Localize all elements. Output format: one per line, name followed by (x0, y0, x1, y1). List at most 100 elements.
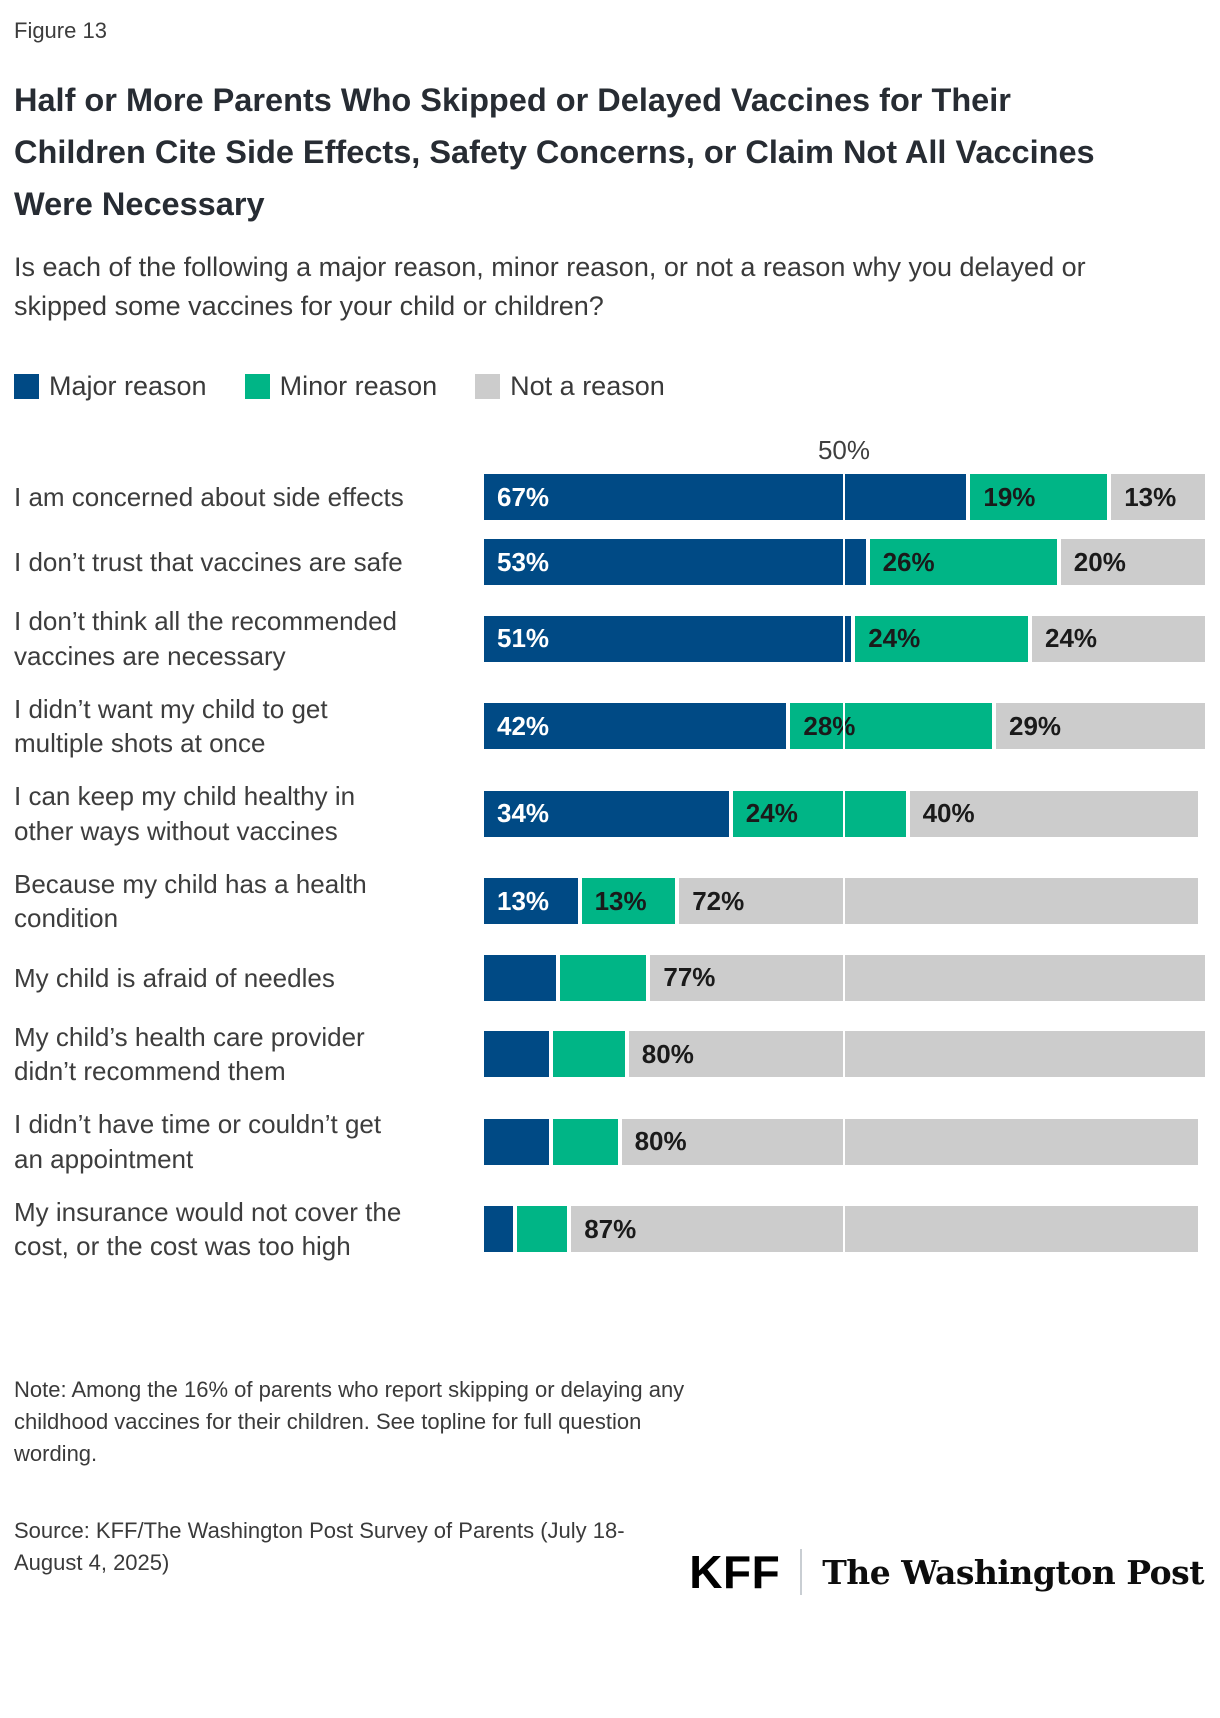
bar-segment-major: 34% (484, 790, 729, 837)
value-label: 67% (497, 481, 550, 512)
chart-row: My child’s health care provider didn’t r… (14, 1020, 1205, 1089)
category-label: My child’s health care provider didn’t r… (14, 1021, 365, 1087)
value-label: 80% (641, 1038, 694, 1069)
bar-segment-none: 24% (1031, 615, 1205, 662)
value-label: 24% (868, 623, 921, 654)
value-label: 80% (634, 1126, 687, 1157)
bar-segment-none: 13% (1111, 474, 1205, 521)
category-label: Because my child has a health condition (14, 869, 367, 934)
value-label: 53% (497, 546, 550, 577)
bar-segment-none: 40% (909, 790, 1198, 837)
bar-segment-none: 77% (650, 954, 1205, 1001)
bar-segment-none: 80% (628, 1031, 1205, 1078)
gridline-50-percent (843, 703, 845, 750)
bar-segment-minor (560, 954, 647, 1001)
bar-segment-major (484, 1118, 549, 1165)
value-label: 51% (497, 623, 550, 654)
legend-label-major: Major reason (49, 371, 207, 402)
value-label: 19% (983, 481, 1036, 512)
legend-item-minor-reason: Minor reason (244, 371, 437, 402)
chart-row: Because my child has a health condition 1… (14, 867, 1204, 936)
bar-segment-major: 51% (484, 615, 852, 662)
logos: KFF The Washington Post (689, 1545, 1204, 1601)
gridline-50-percent (843, 878, 845, 925)
stacked-bar: 67% 19% 13% (484, 474, 1205, 521)
bar-segment-major: 42% (484, 703, 787, 750)
value-label: 77% (663, 962, 716, 993)
legend-item-major-reason: Major reason (14, 371, 207, 402)
value-label: 34% (497, 798, 550, 829)
category-label: I didn’t have time or couldn’t get an ap… (14, 1109, 382, 1174)
legend-item-not-a-reason: Not a reason (475, 371, 665, 402)
stacked-bar: 51% 24% 24% (484, 615, 1205, 662)
chart-row: I can keep my child healthy in other way… (14, 779, 1204, 848)
stacked-bar: 42% 28% 29% (484, 703, 1205, 750)
axis-tick-50-label: 50% (817, 435, 871, 466)
gridline-50-percent (843, 1031, 845, 1078)
chart-row: I am concerned about side effects 67% 19% 1… (14, 474, 1205, 521)
value-label: 29% (1008, 710, 1062, 741)
value-label: 72% (692, 885, 745, 916)
value-label: 13% (1124, 481, 1177, 512)
stacked-bar: 53% 26% 20% (484, 539, 1205, 586)
category-label: I am concerned about side effects (14, 482, 404, 513)
bar-segment-minor (516, 1206, 568, 1253)
bar-segment-major: 67% (484, 474, 967, 521)
stacked-bar: 80% (484, 1118, 1204, 1165)
figure-number: Figure 13 (14, 18, 107, 43)
value-label: 20% (1073, 546, 1126, 577)
washington-post-logo: The Washington Post (822, 1552, 1204, 1592)
category-label: My insurance would not cover the cost, o… (14, 1196, 402, 1262)
value-label: 24% (745, 798, 798, 829)
bar-rows: I am concerned about side effects 67% 19% 1… (14, 474, 1205, 1263)
legend-label-none: Not a reason (510, 371, 665, 402)
gridline-50-percent (843, 1206, 845, 1253)
kff-logo: KFF (689, 1546, 781, 1599)
value-label: 87% (584, 1213, 637, 1244)
value-label: 42% (497, 710, 550, 741)
chart-row: I didn’t have time or couldn’t get an ap… (14, 1107, 1204, 1176)
bar-segment-none: 20% (1060, 539, 1205, 586)
source-row: Source: KFF/The Washington Post Survey o… (14, 1493, 1204, 1602)
stacked-bar: 77% (484, 954, 1205, 1001)
legend-swatch-none-icon (475, 374, 501, 400)
bar-segment-minor: 13% (581, 878, 676, 925)
legend-swatch-minor-icon (244, 374, 270, 400)
footnote: Note: Among the 16% of parents who repor… (14, 1376, 685, 1467)
bar-segment-minor (552, 1118, 618, 1165)
category-label: I can keep my child healthy in other way… (14, 781, 356, 846)
category-label: My child is afraid of needles (14, 962, 335, 993)
figure-page: Figure 13 Half or More Parents Who Skipp… (14, 18, 1205, 1602)
value-label: 24% (1044, 623, 1098, 654)
stacked-bar-chart: 50% I am concerned about side effects 67%… (14, 428, 1205, 1263)
gridline-50-percent (843, 474, 845, 521)
bar-segment-major: 53% (484, 539, 866, 586)
bar-segment-minor (552, 1031, 625, 1078)
bar-segment-minor: 24% (732, 790, 906, 837)
bar-segment-minor: 26% (869, 539, 1057, 586)
bar-segment-none: 72% (679, 878, 1198, 925)
category-label: I don’t trust that vaccines are safe (14, 547, 403, 578)
category-label: I don’t think all the recommended vaccin… (14, 606, 397, 671)
bar-segment-none: 29% (995, 703, 1205, 750)
value-label: 13% (497, 885, 550, 916)
bar-segment-major (484, 1206, 513, 1253)
legend-swatch-major-icon (14, 374, 39, 400)
value-label: 40% (922, 798, 975, 829)
gridline-50-percent (843, 539, 845, 586)
bar-segment-minor: 24% (855, 615, 1028, 662)
stacked-bar: 13% 13% 72% (484, 878, 1204, 925)
bar-segment-minor: 28% (790, 703, 992, 750)
bar-segment-none: 80% (621, 1118, 1198, 1165)
source-text: Source: KFF/The Washington Post Survey o… (14, 1517, 625, 1575)
value-label: 13% (594, 885, 647, 916)
legend: Major reason Minor reason Not a reason (14, 371, 1204, 402)
stacked-bar: 34% 24% 40% (484, 790, 1204, 837)
stacked-bar: 80% (484, 1031, 1205, 1078)
gridline-50-percent (843, 954, 845, 1001)
axis-tick-row: 50% (14, 428, 1204, 474)
stacked-bar: 87% (484, 1206, 1204, 1253)
chart-title: Half or More Parents Who Skipped or Dela… (14, 82, 1095, 222)
chart-subtitle: Is each of the following a major reason,… (14, 252, 1086, 321)
logo-separator (800, 1549, 803, 1596)
